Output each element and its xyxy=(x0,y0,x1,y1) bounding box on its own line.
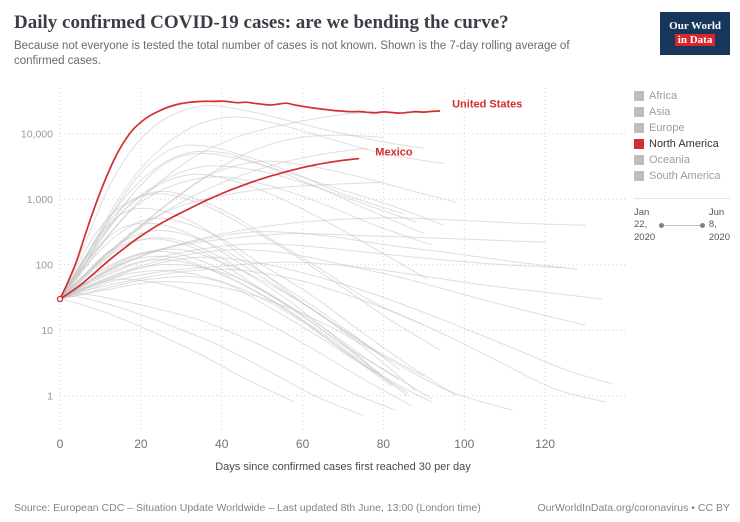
chart-svg[interactable]: 1 10 100 1,000 10,000 0 20 40 60 80 100 120 Days sin… xyxy=(14,74,634,478)
x-tick-label: 60 xyxy=(296,437,310,451)
x-axis-title: Days since confirmed cases first reached… xyxy=(215,461,471,473)
background-country-line xyxy=(59,229,400,370)
background-country-line xyxy=(59,116,445,300)
timeline: Jan 22, 2020 Jun 8, 2020 xyxy=(634,197,730,244)
owid-logo-line1: Our World xyxy=(669,20,721,32)
legend-item-asia[interactable]: Asia xyxy=(634,106,730,118)
background-country-line xyxy=(59,275,392,387)
timeline-end-month: Jun xyxy=(708,206,725,218)
x-tick-label: 20 xyxy=(134,437,148,451)
background-country-line xyxy=(59,293,396,411)
owid-logo[interactable]: Our World in Data xyxy=(660,12,730,55)
background-country-line xyxy=(59,236,433,403)
chart-area: 1 10 100 1,000 10,000 0 20 40 60 80 100 120 Days sin… xyxy=(14,74,730,478)
footer-link[interactable]: OurWorldInData.org/coronavirus • CC BY xyxy=(537,502,730,514)
legend-swatch-africa xyxy=(634,90,644,101)
x-tick-label: 40 xyxy=(215,437,229,451)
legend-item-europe[interactable]: Europe xyxy=(634,122,730,134)
x-tick-label: 80 xyxy=(377,437,391,451)
y-tick-label: 100 xyxy=(35,259,53,271)
background-country-line xyxy=(59,104,424,300)
legend-swatch-oceania xyxy=(634,154,644,165)
background-country-line xyxy=(59,269,376,374)
legend-item-south-america[interactable]: South America xyxy=(634,170,730,182)
timeline-slider[interactable] xyxy=(659,222,705,228)
background-country-line xyxy=(59,217,457,397)
background-country-line xyxy=(59,248,586,326)
legend: Africa Asia Europe North America Oceania… xyxy=(634,74,730,478)
background-country-line xyxy=(59,232,546,300)
timeline-start-day: 22, xyxy=(634,219,648,231)
legend-item-north-america[interactable]: North America xyxy=(634,138,730,150)
legend-swatch-south-america xyxy=(634,170,644,181)
timeline-end-year: 2020 xyxy=(708,231,730,243)
background-country-line xyxy=(59,281,513,411)
background-country-line xyxy=(59,160,457,300)
x-tick-label: 120 xyxy=(535,437,555,451)
background-country-line xyxy=(59,230,578,300)
owid-logo-line2: in Data xyxy=(674,34,716,47)
timeline-end-date: Jun 8, 2020 xyxy=(709,207,730,244)
background-country-line xyxy=(59,181,384,300)
timeline-start-month: Jan xyxy=(634,206,650,218)
background-country-line xyxy=(59,278,412,407)
footer: Source: European CDC – Situation Update … xyxy=(14,502,730,514)
highlighted-line-united-states xyxy=(59,100,441,300)
legend-label-oceania: Oceania xyxy=(649,153,690,166)
background-country-line xyxy=(59,298,295,403)
background-country-line xyxy=(59,176,433,300)
timeline-handle-start[interactable] xyxy=(659,222,665,228)
source-note: Source: European CDC – Situation Update … xyxy=(14,502,481,514)
background-country-line xyxy=(59,261,602,300)
legend-item-africa[interactable]: Africa xyxy=(634,90,730,102)
background-country-line xyxy=(59,256,615,385)
legend-swatch-asia xyxy=(634,106,644,117)
legend-label-asia: Asia xyxy=(649,105,671,118)
chart-subtitle: Because not everyone is tested the total… xyxy=(14,39,570,68)
x-tick-label: 100 xyxy=(454,437,474,451)
legend-label-north-america: North America xyxy=(649,137,719,150)
y-tick-label: 10 xyxy=(41,325,53,337)
background-country-line xyxy=(59,222,425,377)
timeline-handle-end[interactable] xyxy=(699,222,705,228)
timeline-start-year: 2020 xyxy=(634,231,656,243)
x-tick-label: 0 xyxy=(57,437,64,451)
y-tick-label: 1,000 xyxy=(27,194,53,206)
series-label-united-states: United States xyxy=(452,99,522,111)
legend-swatch-europe xyxy=(634,122,644,133)
legend-swatch-north-america xyxy=(634,138,644,149)
background-country-line xyxy=(59,242,566,300)
y-tick-label: 10,000 xyxy=(21,128,53,140)
y-tick-label: 1 xyxy=(47,390,53,402)
timeline-start-date: Jan 22, 2020 xyxy=(634,207,655,244)
highlighted-line-mexico xyxy=(59,157,360,300)
legend-label-europe: Europe xyxy=(649,121,685,134)
legend-label-south-america: South America xyxy=(649,169,721,182)
background-country-line xyxy=(59,165,416,300)
background-country-line xyxy=(59,268,606,403)
series-start-marker xyxy=(56,295,64,302)
background-country-line xyxy=(59,295,364,416)
background-country-line xyxy=(59,173,429,300)
header: Daily confirmed COVID-19 cases: are we b… xyxy=(14,12,730,70)
timeline-end-day: 8, xyxy=(708,219,717,231)
background-country-line xyxy=(59,190,425,326)
legend-label-africa: Africa xyxy=(649,89,678,102)
background-country-line xyxy=(59,248,417,391)
series-label-mexico: Mexico xyxy=(375,146,413,158)
background-country-line xyxy=(59,152,445,300)
chart-title: Daily confirmed COVID-19 cases: are we b… xyxy=(14,12,509,33)
legend-item-oceania[interactable]: Oceania xyxy=(634,154,730,166)
header-text: Daily confirmed COVID-19 cases: are we b… xyxy=(14,12,614,70)
background-country-line xyxy=(59,193,441,351)
timeline-track[interactable] xyxy=(664,224,700,226)
background-country-line xyxy=(59,250,400,380)
